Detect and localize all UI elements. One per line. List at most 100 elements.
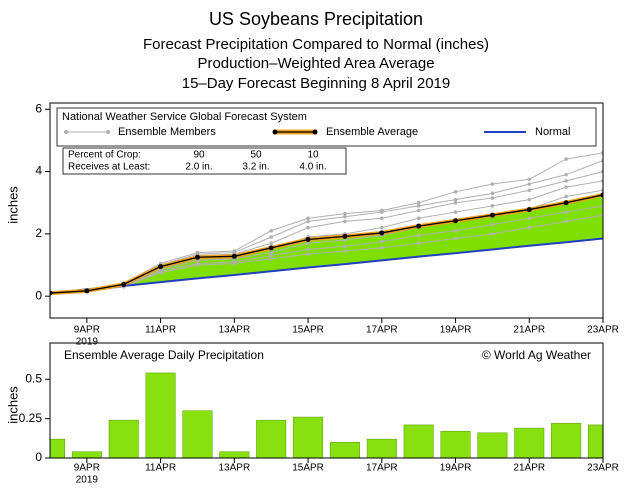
x-tick-label: 21APR: [513, 325, 545, 336]
average-point: [379, 230, 385, 236]
member-point: [564, 194, 568, 199]
member-line: [50, 214, 603, 294]
member-point: [380, 246, 384, 250]
bar: [256, 419, 287, 458]
member-point: [158, 271, 163, 275]
legend-swatch: [312, 129, 318, 135]
legend-swatch: [106, 130, 110, 134]
legend-table-cell: 50: [250, 150, 262, 161]
overlay: National Weather Service Global Forecast…: [19, 101, 619, 485]
member-point: [416, 216, 421, 221]
x-tick-label: 23APR: [587, 325, 619, 336]
x-tick-label: 21APR: [513, 463, 545, 474]
y-tick-label: 2: [35, 226, 42, 240]
member-point: [453, 197, 458, 202]
member-point: [416, 233, 421, 238]
legend-label: Ensemble Average: [326, 126, 418, 138]
member-point: [343, 249, 347, 253]
x-tick-label: 13APR: [218, 325, 250, 336]
bar: [588, 424, 603, 458]
member-point: [527, 177, 532, 182]
member-point: [380, 210, 384, 214]
average-point: [268, 245, 274, 251]
plot-frame: [49, 342, 604, 459]
average-point: [489, 212, 495, 218]
member-point: [232, 261, 237, 266]
y-tick-label: 4: [35, 164, 42, 178]
x-tick-label: 15APR: [292, 325, 324, 336]
bar: [514, 427, 545, 458]
average-point: [600, 192, 603, 198]
member-point: [490, 222, 495, 227]
average-point: [84, 288, 90, 294]
average-point: [342, 233, 348, 239]
member-point: [453, 228, 458, 233]
member-point: [343, 214, 347, 219]
normal-line: [50, 237, 603, 295]
member-point: [453, 200, 458, 205]
member-point: [306, 216, 310, 221]
average-point: [526, 207, 532, 213]
y-tick-label: 0.5: [25, 371, 42, 385]
member-point: [416, 204, 421, 208]
bar: [366, 438, 397, 458]
x-year-label: 2019: [76, 475, 99, 486]
x-tick-label: 9APR: [74, 325, 100, 336]
legend-table-cell: Receives at Least:: [68, 162, 150, 173]
x-tick-label: 13APR: [218, 463, 250, 474]
average-point: [158, 264, 164, 270]
member-point: [453, 190, 458, 194]
member-point: [343, 244, 347, 249]
x-tick-label: 19APR: [440, 463, 472, 474]
legend-label: Ensemble Members: [118, 126, 216, 138]
member-point: [564, 157, 568, 161]
bar: [403, 424, 434, 458]
credit: © World Ag Weather: [482, 348, 591, 362]
member-point: [269, 253, 274, 258]
x-tick-label: 19APR: [440, 325, 472, 336]
member-point: [453, 236, 458, 241]
member-point: [453, 210, 458, 214]
chart-title: US Soybeans Precipitation: [209, 9, 423, 29]
average-point: [50, 290, 53, 296]
y-tick-label: 0: [35, 288, 42, 302]
bar: [551, 423, 582, 458]
member-point: [490, 232, 495, 236]
legend-table-box: [62, 147, 347, 175]
legend-box: [56, 107, 597, 147]
legend-table-cell: 10: [307, 150, 319, 161]
bar: [293, 416, 324, 458]
member-point: [269, 228, 274, 233]
member-point: [490, 191, 495, 196]
x-tick-label: 17APR: [366, 325, 398, 336]
average-point: [194, 254, 200, 260]
member-point: [195, 263, 200, 267]
member-point: [306, 219, 310, 224]
member-point: [306, 247, 310, 252]
legend-table-cell: 4.0 in.: [299, 162, 326, 173]
member-point: [343, 238, 347, 242]
subtitle: 15–Day Forecast Beginning 8 April 2019: [182, 75, 451, 92]
member-point: [527, 197, 532, 202]
bar: [108, 419, 139, 458]
bar: [219, 451, 250, 458]
subtitle: Forecast Precipitation Compared to Norma…: [143, 36, 489, 53]
legend-table-cell: 90: [193, 150, 205, 161]
member-point: [490, 182, 495, 186]
member-point: [380, 225, 384, 230]
average-point: [121, 281, 127, 287]
member-point: [564, 172, 568, 177]
x-tick-label: 11APR: [145, 325, 176, 336]
x-year-label: 2019: [76, 337, 99, 348]
x-tick-label: 23APR: [587, 463, 619, 474]
plot-area: [50, 151, 603, 296]
member-point: [564, 179, 568, 183]
bar-chart-title: Ensemble Average Daily Precipitation: [64, 348, 264, 362]
y-tick-label: 0: [35, 450, 42, 464]
member-point: [343, 219, 347, 224]
member-point: [416, 200, 421, 205]
legend-swatch: [64, 130, 68, 134]
average-point: [305, 236, 311, 242]
average-point: [453, 218, 459, 224]
